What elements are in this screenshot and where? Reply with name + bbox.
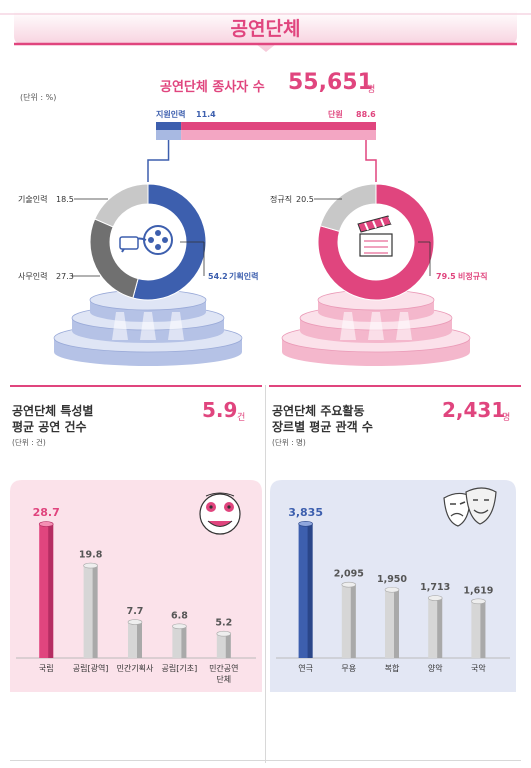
audience-chart: 3,835 연극 2,095 무용 1,950 복합 1,713 양악 1,619 국악 bbox=[270, 480, 516, 692]
audience-bar-4 bbox=[471, 598, 486, 658]
audience-bar-2 bbox=[384, 586, 400, 658]
right-platform-light-beam-2 bbox=[396, 312, 412, 340]
audience-panel-bg bbox=[270, 480, 516, 692]
audience-value-label-3: 1,713 bbox=[420, 582, 450, 593]
clapperboard-icon bbox=[357, 215, 393, 257]
audience-value-label-0: 3,835 bbox=[288, 506, 323, 519]
split-connector-1 bbox=[365, 140, 377, 182]
performances-panel-bg bbox=[10, 480, 262, 692]
split-value-1: 88.6 bbox=[356, 110, 376, 119]
split-bar-1 bbox=[181, 122, 376, 130]
left-platform-light-beam-2 bbox=[168, 312, 184, 340]
headline-label: 공연단체 종사자 수 bbox=[160, 80, 265, 95]
audience-title-line2: 장르별 평균 관객 수 bbox=[272, 420, 373, 434]
left-platform-light-beam-1 bbox=[140, 312, 156, 340]
performances-tick-label-0: 국립 bbox=[39, 664, 54, 673]
performances-bar-4 bbox=[216, 630, 232, 658]
performances-headline-unit: 건 bbox=[237, 413, 246, 423]
performances-bar-0 bbox=[38, 521, 54, 658]
performances-tick-label-1: 공립[광역] bbox=[73, 663, 109, 673]
performances-value-label-2: 7.7 bbox=[127, 606, 144, 617]
donut-label-planning: 기획인력 bbox=[229, 271, 258, 281]
performances-bar-3 bbox=[172, 623, 187, 658]
section-divider-left bbox=[10, 385, 262, 387]
mask-icon bbox=[199, 492, 241, 535]
split-label-1: 단원 bbox=[328, 109, 343, 119]
header-banner bbox=[0, 10, 531, 52]
performances-tick-label-4: 민간공연 bbox=[209, 663, 238, 673]
split-label-0: 지원인력 bbox=[156, 109, 185, 119]
audience-tick-label-3: 양악 bbox=[428, 663, 443, 673]
section-divider-right bbox=[269, 385, 521, 387]
donut-label-nonregular: 비정규직 bbox=[458, 271, 487, 281]
audience-value-label-1: 2,095 bbox=[334, 569, 364, 580]
performances-value-label-1: 19.8 bbox=[79, 550, 103, 561]
donut-charts: 54.2 기획인력 사무인력 27.3 기술인력 18.5 79.5 비정규직 정규직 20.5 bbox=[18, 183, 487, 366]
performances-title-line2: 평균 공연 건수 bbox=[12, 420, 87, 434]
section-divider-vertical bbox=[265, 385, 266, 763]
audience-bar-3 bbox=[427, 595, 443, 658]
performances-value-label-4: 5.2 bbox=[215, 618, 232, 629]
performances-tick-label-3: 공립[기초] bbox=[162, 664, 198, 673]
audience-bar-1 bbox=[341, 581, 357, 658]
bottom-rule bbox=[10, 760, 521, 761]
performances-bar-2 bbox=[127, 619, 143, 658]
audience-tick-label-4: 국악 bbox=[471, 663, 486, 673]
headline-unit: 명 bbox=[367, 85, 376, 95]
performances-tick-label-2: 민간기획사 bbox=[117, 663, 154, 673]
performances-headline-value: 5.9 bbox=[202, 398, 238, 422]
unit-note: (단위 : %) bbox=[20, 93, 57, 102]
split-bar-0 bbox=[156, 122, 182, 130]
right-platform-light-beam-0 bbox=[340, 312, 356, 340]
performances-unit-note: (단위 : 건) bbox=[12, 438, 46, 447]
audience-tick-label-1: 무용 bbox=[341, 664, 356, 673]
headline-value: 55,651 bbox=[288, 70, 373, 95]
audience-tick-label-0: 연극 bbox=[298, 664, 313, 673]
donut-label-office: 사무인력 bbox=[18, 271, 47, 281]
audience-title-line1: 공연단체 주요활동 bbox=[272, 404, 365, 418]
audience-bar-0 bbox=[298, 520, 313, 658]
donut-value-nonregular: 79.5 bbox=[436, 272, 456, 281]
donut-value-regular: 20.5 bbox=[296, 195, 314, 204]
donut-value-planning: 54.2 bbox=[208, 272, 228, 281]
split-connector-0 bbox=[147, 140, 170, 182]
audience-unit-note: (단위 : 명) bbox=[272, 438, 306, 447]
performances-bar-1 bbox=[83, 562, 98, 658]
split-bar-chart: 지원인력 11.4 단원 88.6 bbox=[147, 109, 377, 182]
audience-headline-value: 2,431 bbox=[442, 398, 506, 422]
page-title: 공연단체 bbox=[230, 18, 301, 40]
donut-value-tech: 18.5 bbox=[56, 195, 74, 204]
audience-tick-label-2: 복합 bbox=[385, 664, 400, 673]
audience-headline-unit: 명 bbox=[502, 413, 511, 423]
split-bar-shadow-1 bbox=[181, 130, 376, 140]
donut-value-office: 27.3 bbox=[56, 272, 74, 281]
donut-label-tech: 기술인력 bbox=[18, 194, 47, 204]
split-value-0: 11.4 bbox=[196, 110, 216, 119]
left-platform-light-beam-0 bbox=[112, 312, 128, 340]
donut-label-regular: 정규직 bbox=[270, 194, 292, 204]
audience-value-label-4: 1,619 bbox=[463, 585, 493, 596]
audience-value-label-2: 1,950 bbox=[377, 574, 407, 585]
right-platform-light-beam-1 bbox=[368, 312, 384, 340]
performances-chart: 28.7 국립 19.8 공립[광역] 7.7 민간기획사 6.8 공립[기초] 5.2 민간공연… bbox=[10, 480, 262, 692]
theater-masks-icon bbox=[443, 487, 497, 527]
split-bar-shadow-0 bbox=[156, 130, 182, 140]
performances-value-label-3: 6.8 bbox=[171, 610, 188, 621]
film-reel-icon bbox=[119, 225, 173, 255]
performances-tick-label-4-1: 단체 bbox=[216, 674, 231, 684]
performances-value-label-0: 28.7 bbox=[33, 506, 60, 519]
performances-title-line1: 공연단체 특성별 bbox=[12, 404, 94, 418]
